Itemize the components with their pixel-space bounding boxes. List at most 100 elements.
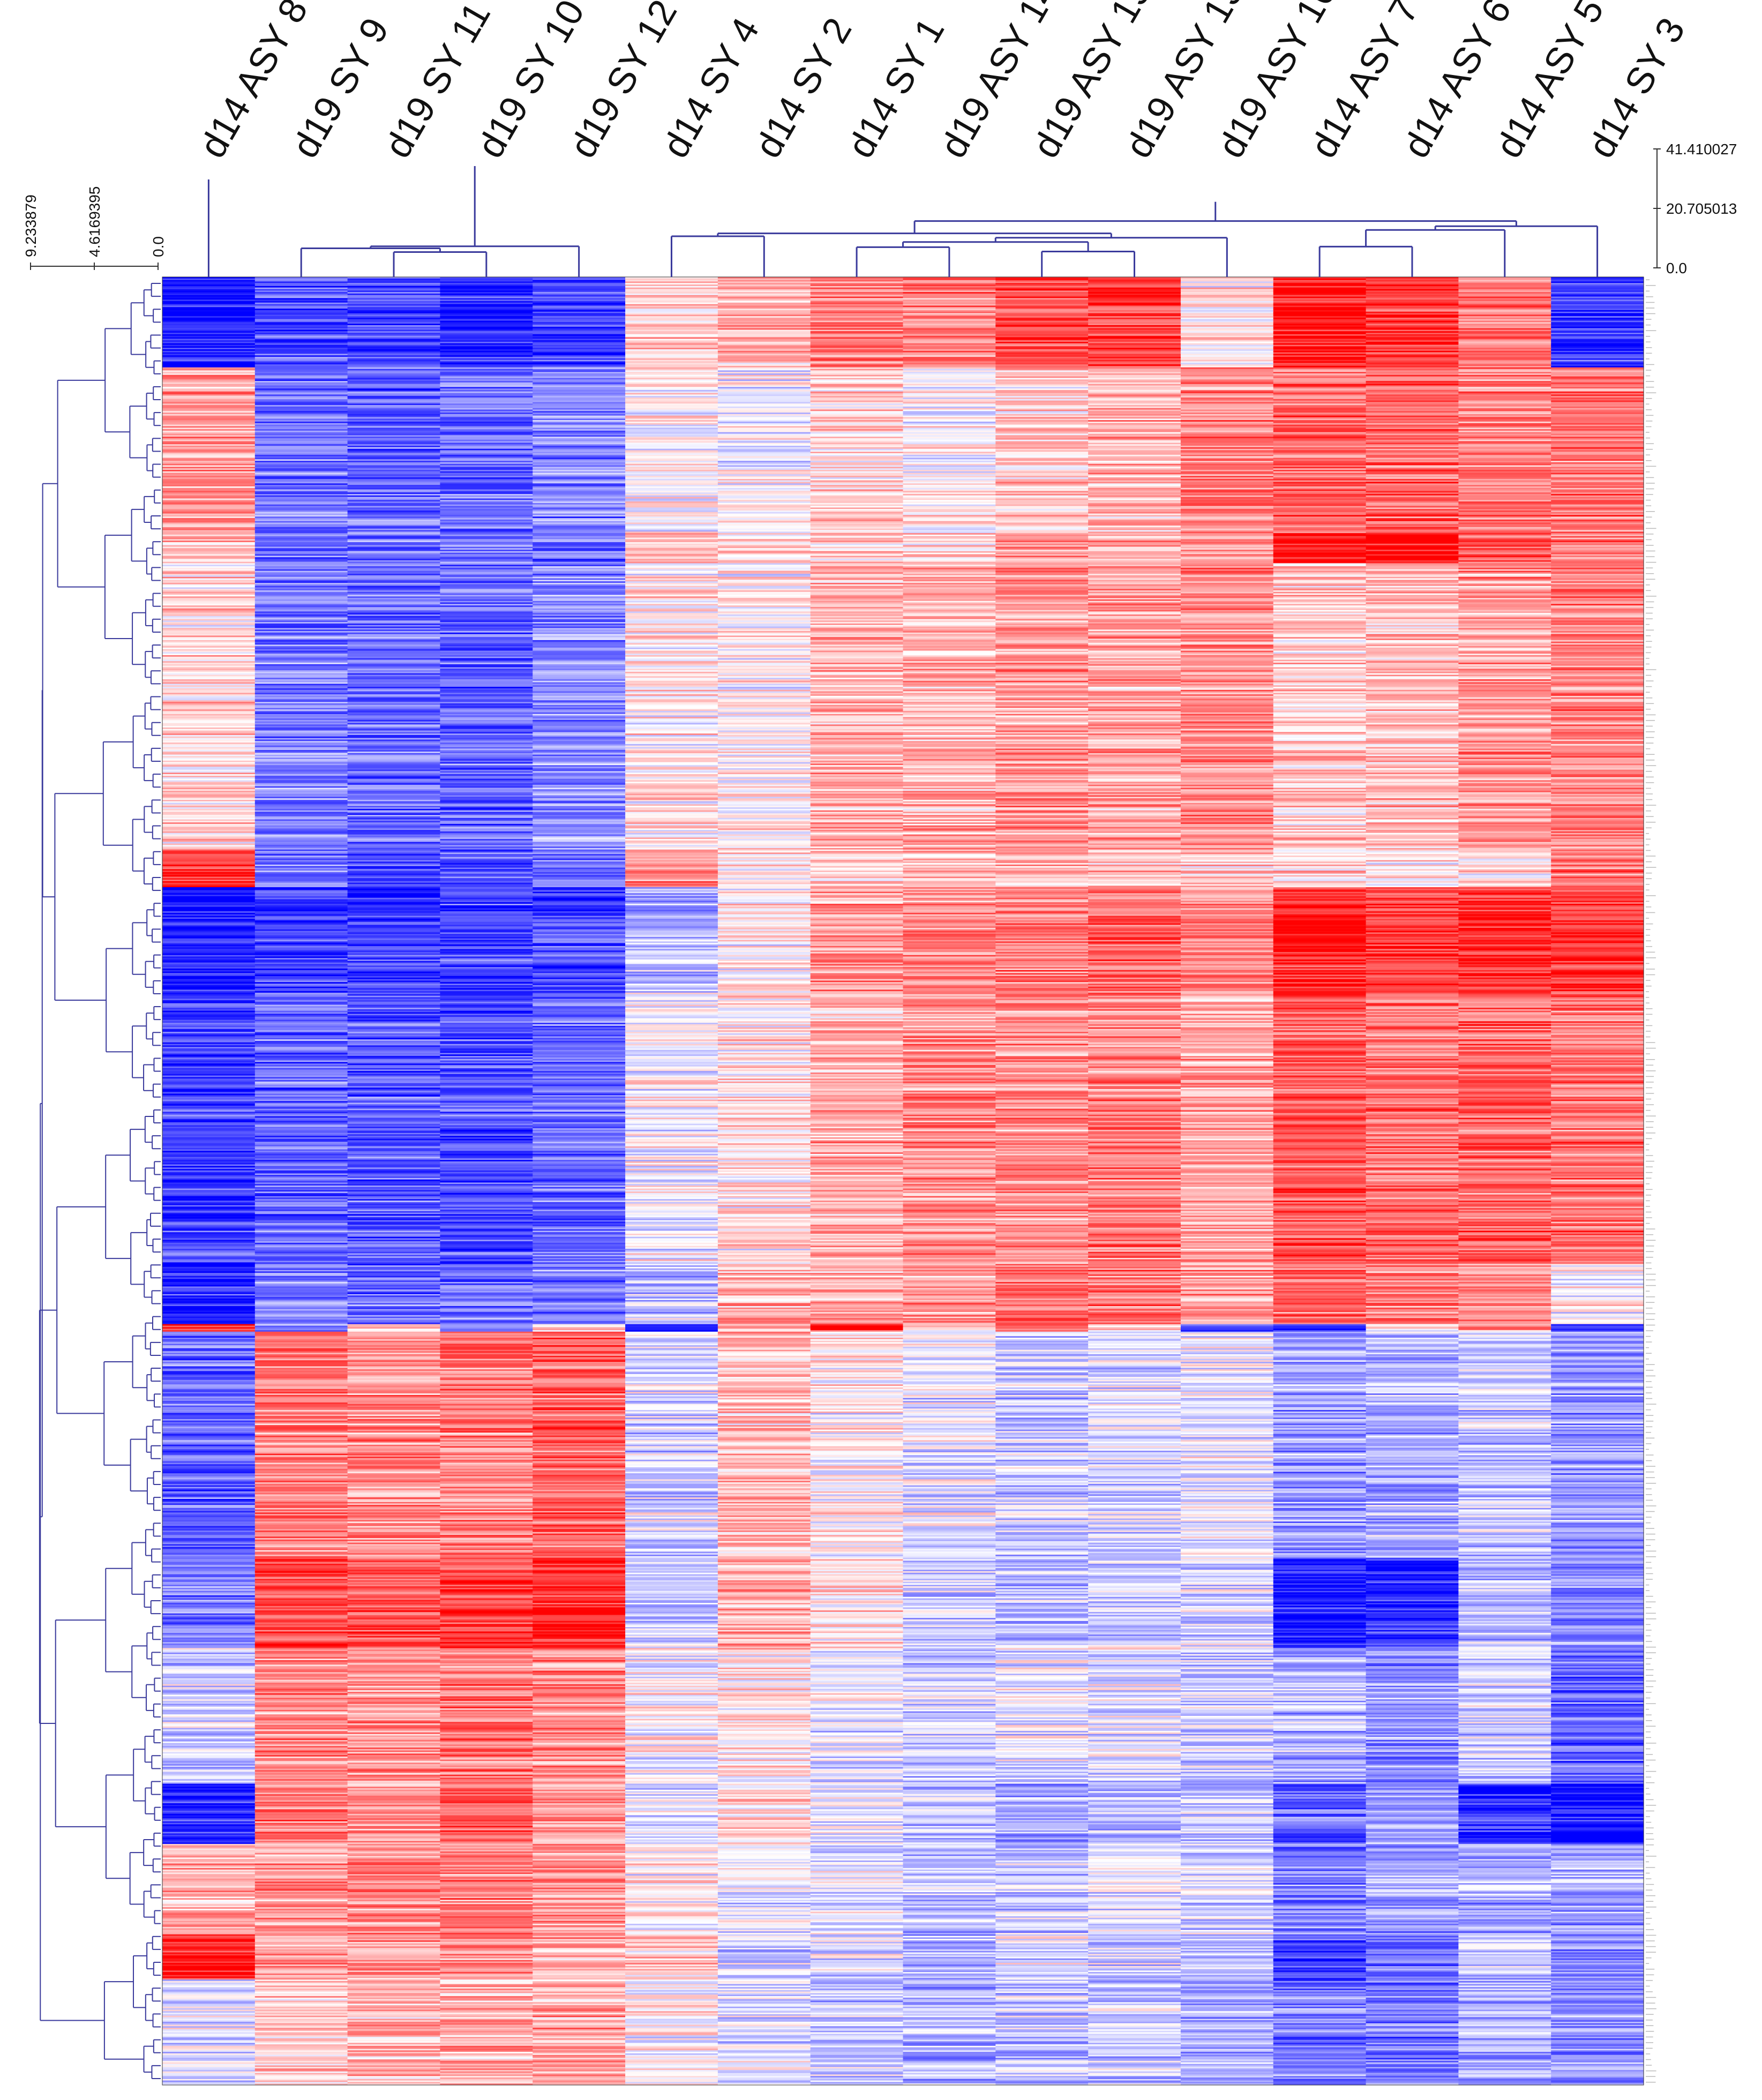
heatmap-cell: [1273, 314, 1367, 317]
heatmap-cell: [533, 302, 626, 305]
heatmap-cell: [254, 402, 348, 404]
heatmap-cell: [1273, 326, 1367, 329]
heatmap-cell: [810, 537, 904, 539]
heatmap-cell: [1088, 278, 1181, 281]
heatmap-cell: [162, 292, 256, 294]
heatmap-cell: [347, 504, 441, 507]
heatmap-cell: [533, 317, 626, 320]
heatmap-cell: [1088, 435, 1181, 437]
heatmap-cell: [717, 470, 811, 472]
heatmap-cell: [254, 534, 348, 537]
heatmap-cell: [1551, 278, 1644, 281]
heatmap-cell: [1458, 286, 1551, 288]
heatmap-cell: [1273, 322, 1367, 324]
heatmap-cell: [625, 492, 718, 494]
heatmap-cell: [1088, 477, 1181, 479]
heatmap-cell: [1458, 472, 1551, 475]
heatmap-cell: [995, 467, 1089, 469]
heatmap-cell: [1088, 322, 1181, 324]
heatmap-cell: [1366, 277, 1459, 279]
heatmap-cell: [1458, 348, 1551, 350]
heatmap-cell: [1551, 329, 1644, 332]
heatmap-cell: [625, 373, 718, 376]
heatmap-cell: [254, 474, 348, 476]
heatmap-cell: [533, 349, 626, 351]
heatmap-cell: [347, 418, 441, 421]
heatmap-cell: [162, 355, 256, 357]
heatmap-cell: [995, 438, 1089, 440]
heatmap-cell: [1088, 365, 1181, 368]
heatmap-cell: [347, 518, 441, 520]
heatmap-cell: [533, 446, 626, 448]
heatmap-cell: [995, 299, 1089, 302]
heatmap-cell: [903, 296, 996, 298]
heatmap-cell: [1180, 474, 1274, 476]
heatmap-cell: [625, 518, 718, 520]
heatmap-cell: [1273, 485, 1367, 487]
heatmap-cell: [1180, 405, 1274, 407]
heatmap-cell: [1366, 378, 1459, 380]
heatmap-cell: [533, 340, 626, 342]
heatmap-cell: [717, 381, 811, 383]
heatmap-cell: [1366, 518, 1459, 520]
heatmap-cell: [440, 439, 533, 442]
heatmap-cell: [440, 477, 533, 479]
heatmap-cell: [1551, 335, 1644, 338]
heatmap-cell: [1273, 467, 1367, 469]
heatmap-cell: [903, 512, 996, 514]
heatmap-cell: [1180, 526, 1274, 528]
heatmap-cell: [810, 534, 904, 537]
heatmap-cell: [1458, 468, 1551, 470]
heatmap-cell: [347, 307, 441, 309]
heatmap-cell: [1088, 400, 1181, 403]
heatmap-cell: [903, 536, 996, 538]
heatmap-cell: [810, 365, 904, 368]
heatmap-cell: [533, 307, 626, 309]
heatmap-cell: [1366, 480, 1459, 483]
heatmap-cell: [1088, 301, 1181, 303]
heatmap-cell: [162, 277, 256, 279]
heatmap-cell: [1551, 346, 1644, 348]
heatmap-cell: [717, 343, 811, 346]
heatmap-cell: [347, 355, 441, 357]
heatmap-cell: [254, 527, 348, 529]
heatmap-cell: [347, 539, 441, 541]
heatmap-cell: [1273, 477, 1367, 479]
heatmap-cell: [810, 333, 904, 335]
heatmap-cell: [1458, 423, 1551, 425]
heatmap-cell: [162, 346, 256, 348]
heatmap-cell: [162, 492, 256, 494]
heatmap-cell: [440, 283, 533, 285]
heatmap-cell: [1458, 309, 1551, 311]
heatmap-cell: [440, 284, 533, 287]
heatmap-cell: [1458, 441, 1551, 443]
heatmap-cell: [717, 370, 811, 372]
heatmap-cell: [1366, 417, 1459, 419]
heatmap-cell: [533, 376, 626, 379]
heatmap-cell: [903, 364, 996, 366]
heatmap-cell: [995, 429, 1089, 431]
heatmap-cell: [440, 502, 533, 505]
heatmap-cell: [533, 365, 626, 368]
heatmap-cell: [254, 462, 348, 464]
heatmap-cell: [1458, 415, 1551, 418]
heatmap-cell: [1273, 399, 1367, 401]
heatmap-cell: [440, 485, 533, 487]
heatmap-cell: [254, 488, 348, 490]
heatmap-cell: [162, 495, 256, 498]
heatmap-cell: [717, 497, 811, 499]
heatmap-cell: [1088, 519, 1181, 522]
heatmap-cell: [903, 539, 996, 541]
heatmap-cell: [440, 513, 533, 515]
heatmap-cell: [995, 527, 1089, 529]
heatmap-cell: [1273, 478, 1367, 481]
heatmap-cell: [1088, 314, 1181, 317]
heatmap-cell: [254, 500, 348, 502]
heatmap-cell: [625, 463, 718, 466]
heatmap-cell: [1551, 402, 1644, 404]
heatmap-cell: [903, 394, 996, 396]
heatmap-cell: [1551, 304, 1644, 306]
heatmap-cell: [254, 343, 348, 346]
heatmap-cell: [254, 409, 348, 411]
heatmap-cell: [1273, 509, 1367, 511]
